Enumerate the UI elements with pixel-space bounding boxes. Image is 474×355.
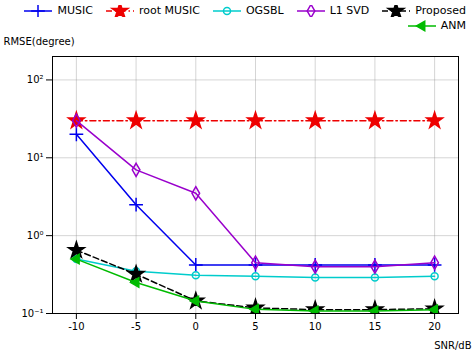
html-text:MUSIC: MUSIC [57, 4, 93, 17]
svg-text:0: 0 [193, 321, 199, 332]
svg-text:10¹: 10¹ [27, 152, 44, 163]
svg-text:-10: -10 [68, 321, 84, 332]
svg-text:10: 10 [309, 321, 322, 332]
svg-text:10⁻¹: 10⁻¹ [21, 308, 43, 319]
svg-text:10⁰: 10⁰ [27, 230, 44, 241]
svg-text:SNR/dB: SNR/dB [434, 340, 471, 351]
svg-text:RMSE(degree): RMSE(degree) [4, 36, 75, 47]
html-text:OGSBL: OGSBL [245, 4, 284, 17]
svg-text:20: 20 [428, 321, 441, 332]
svg-text:5: 5 [252, 321, 258, 332]
html-text:Proposed: Proposed [415, 4, 466, 17]
html-text:root MUSIC: root MUSIC [138, 4, 200, 17]
svg-text:-5: -5 [131, 321, 141, 332]
html-text:ANM: ANM [440, 19, 466, 32]
svg-text:15: 15 [369, 321, 382, 332]
svg-text:10²: 10² [27, 74, 44, 85]
html-text:L1 SVD: L1 SVD [329, 4, 370, 17]
